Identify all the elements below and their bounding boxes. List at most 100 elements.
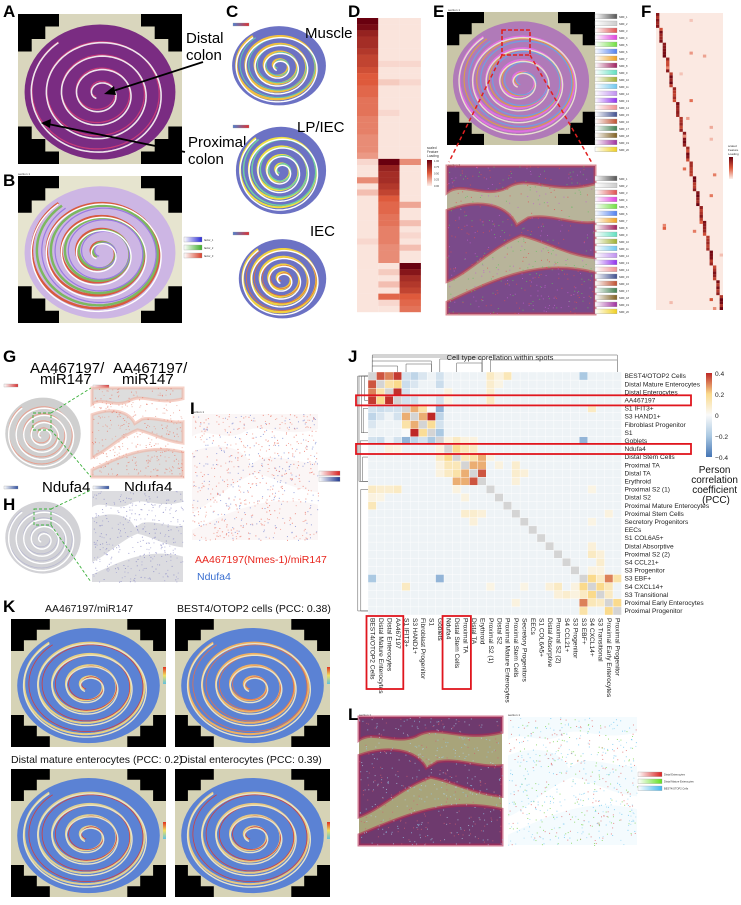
- spot: [565, 833, 567, 835]
- spot: [268, 459, 270, 461]
- spot: [538, 274, 540, 276]
- spot: [430, 718, 432, 720]
- heatmap-cell: [579, 598, 588, 608]
- spot: [634, 830, 636, 832]
- spot: [470, 196, 472, 198]
- spot: [478, 817, 480, 819]
- spot: [205, 419, 207, 421]
- heatmap-cell: [709, 250, 713, 254]
- spot: [526, 280, 528, 282]
- heatmap-cell: [486, 460, 495, 470]
- heatmap-cell: [528, 509, 538, 518]
- spot: [419, 837, 421, 839]
- spot: [226, 504, 228, 506]
- heatmap-cell: [399, 171, 421, 178]
- heatmap-cell: [712, 265, 717, 269]
- spot: [253, 417, 255, 419]
- spot: [589, 717, 591, 719]
- heatmap-cell: [357, 42, 379, 49]
- spot: [420, 828, 422, 830]
- legend-title: scaled: [427, 146, 437, 150]
- spot: [455, 798, 457, 800]
- slide-corner: [175, 619, 214, 651]
- spot: [280, 458, 282, 460]
- heatmap-cell: [503, 396, 512, 405]
- spot: [223, 450, 225, 452]
- column-dendrogram: [371, 354, 618, 372]
- heatmap-cell: [435, 525, 445, 535]
- spot: [498, 797, 500, 799]
- spot: [316, 452, 318, 454]
- heatmap-cell: [511, 525, 521, 535]
- spot: [576, 725, 578, 727]
- spot: [103, 394, 105, 396]
- spot: [443, 809, 445, 811]
- heatmap-cell: [378, 244, 400, 251]
- spot: [602, 778, 604, 780]
- spot: [482, 839, 484, 841]
- spot: [560, 230, 562, 232]
- heatmap-cell: [469, 420, 479, 429]
- heatmap-cell: [587, 574, 597, 583]
- heatmap-cell: [367, 469, 377, 478]
- heatmap-cell: [469, 444, 479, 454]
- heatmap-cell: [709, 194, 713, 198]
- spot: [560, 719, 562, 721]
- spot: [591, 720, 593, 722]
- heatmap-cell: [477, 566, 487, 575]
- heatmap-cell: [357, 18, 379, 25]
- column-label: Proximal Progenitor: [614, 618, 621, 677]
- row-label: Distal Stem Cells: [625, 454, 676, 461]
- spot: [238, 427, 240, 429]
- row-dendrogram: [362, 456, 368, 482]
- spot: [176, 405, 178, 407]
- heatmap-cell: [399, 293, 421, 300]
- spot: [120, 581, 122, 583]
- spot: [392, 811, 394, 813]
- heatmap-cell: [399, 48, 421, 55]
- heatmap-cell: [378, 214, 400, 221]
- legend-swatch: [594, 217, 618, 223]
- heatmap-cell: [570, 493, 580, 502]
- slide-corner: [175, 769, 214, 801]
- spot: [572, 779, 574, 781]
- spot: [553, 304, 555, 306]
- spot: [402, 732, 404, 734]
- spot: [418, 769, 420, 771]
- spot: [482, 296, 484, 298]
- tissue-edge: [445, 266, 597, 316]
- spot: [596, 823, 598, 825]
- spot: [230, 455, 232, 457]
- spot: [255, 483, 257, 485]
- spot: [133, 436, 135, 438]
- spot: [620, 792, 622, 794]
- spot: [260, 518, 262, 520]
- heatmap-cell: [357, 275, 379, 282]
- spot: [195, 450, 197, 452]
- spot: [147, 418, 149, 420]
- spot: [214, 523, 216, 525]
- heatmap-cell: [357, 287, 379, 294]
- spot: [500, 277, 502, 279]
- spot: [558, 266, 560, 268]
- spot: [112, 548, 114, 550]
- spot: [382, 819, 384, 821]
- heatmap-cell: [579, 517, 588, 527]
- colorbar-tick: 0.50: [434, 171, 440, 175]
- legend-label: NMF_20: [619, 148, 630, 152]
- spot: [367, 799, 369, 801]
- spot: [469, 184, 471, 186]
- spot: [236, 530, 238, 532]
- spot: [550, 762, 552, 764]
- spot: [223, 481, 225, 483]
- spot: [467, 738, 469, 740]
- spot: [131, 505, 133, 507]
- spot: [117, 416, 119, 418]
- spot: [589, 825, 591, 827]
- spot: [168, 530, 170, 532]
- heatmap-cell: [452, 460, 462, 470]
- heatmap-cell: [519, 606, 529, 616]
- spot: [504, 245, 506, 247]
- spot: [408, 750, 410, 752]
- row-label: Proximal S2 (1): [625, 487, 670, 494]
